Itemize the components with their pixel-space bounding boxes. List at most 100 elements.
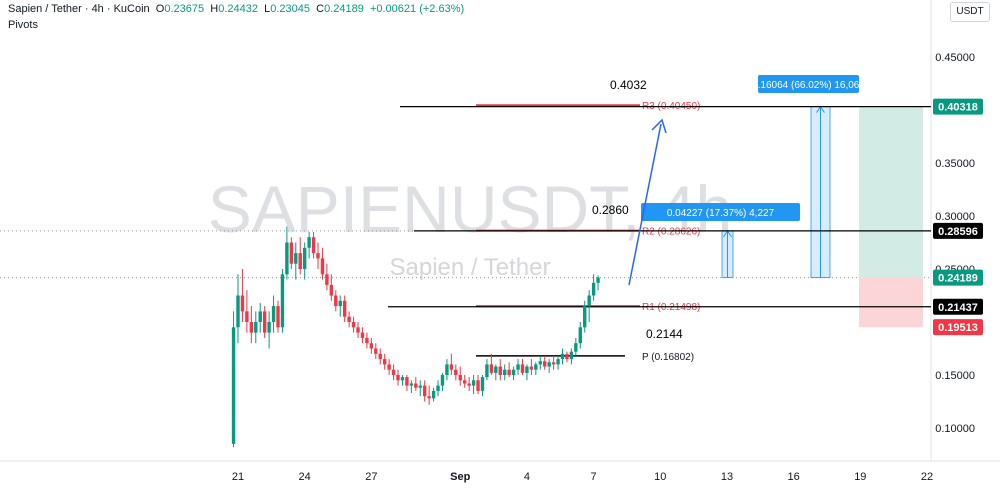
x-tick-label: 10 (654, 471, 666, 483)
level-label: 0.2860 (592, 203, 629, 217)
candle-body (302, 247, 307, 269)
candle-body (467, 383, 471, 386)
price-tag-box (933, 269, 983, 286)
candle-body (360, 332, 365, 338)
candle-body (320, 258, 325, 275)
y-tick-label: 0.35000 (935, 158, 975, 170)
candle-body (231, 327, 236, 444)
candle-body (280, 274, 285, 328)
y-tick-label: 0.30000 (935, 211, 975, 223)
candle-body (587, 295, 591, 307)
price-tag-label: 0.21437 (938, 302, 978, 314)
candle-body (534, 364, 538, 370)
candle-body (316, 253, 320, 259)
watermark-name: Sapien / Tether (389, 254, 550, 281)
x-tick-label: 24 (299, 471, 311, 483)
candle-body (422, 385, 427, 397)
candle-body (285, 242, 289, 275)
candle-body (431, 390, 436, 399)
measure-label: 0.16064 (66.02%) 16,064 (752, 80, 865, 91)
candle-body (458, 375, 462, 381)
candle-body (342, 300, 347, 317)
open-value: 0.23675 (164, 3, 205, 15)
candle-body (382, 359, 387, 365)
pivot-label: R2 (0.28626) (642, 227, 700, 238)
price-tag-label: 0.28596 (938, 226, 978, 238)
candle-body (476, 380, 480, 391)
symbol-title: Sapien / Tether · 4h · KuCoin (8, 3, 150, 15)
candle-body (583, 306, 587, 328)
high-value: 0.24432 (218, 3, 258, 15)
candle-body (489, 364, 494, 373)
y-tick-label: 0.15000 (935, 370, 975, 382)
candle-body (351, 322, 356, 328)
candle-body (356, 327, 360, 333)
candle-body (538, 361, 542, 365)
candle-body (338, 300, 342, 307)
y-tick-label: 0.10000 (935, 423, 975, 435)
candle-body (276, 306, 280, 328)
candle-body (418, 385, 422, 388)
candle-body (485, 364, 489, 378)
candle-body (374, 348, 378, 354)
close-label: C (316, 3, 325, 15)
x-tick-label: 16 (788, 471, 800, 483)
candle-body (569, 351, 574, 360)
candle-body (427, 396, 431, 399)
candle-body (511, 369, 516, 375)
candle-body (565, 353, 569, 360)
candle-body (387, 364, 391, 370)
candle-body (503, 369, 507, 375)
candle-body (409, 383, 414, 386)
candle-body (254, 322, 258, 333)
high-label: H (210, 3, 219, 15)
x-tick-label: 22 (921, 471, 933, 483)
price-tag-box (933, 298, 983, 315)
candle-body (529, 366, 534, 370)
price-tag-box (933, 222, 983, 239)
price-tag-label: 0.40318 (938, 102, 978, 114)
candle-body (267, 322, 271, 333)
candle-body (400, 377, 405, 381)
price-tag-label: 0.19513 (938, 322, 978, 334)
projection-arrow-line[interactable] (628, 123, 662, 286)
indicator-label[interactable]: Pivots (8, 19, 38, 31)
candle-body (249, 322, 254, 333)
loss-zone[interactable] (859, 277, 923, 328)
candle-body (289, 242, 294, 264)
pivot-label: R1 (0.21498) (642, 302, 700, 313)
candle-body (445, 364, 449, 375)
candle-body (298, 253, 302, 269)
candle-body (498, 366, 502, 375)
candle-body (262, 311, 267, 333)
currency-unit-button[interactable]: USDT (950, 2, 990, 22)
projection-arrow-head (651, 118, 667, 134)
candle-body (258, 311, 262, 322)
candle-body (480, 377, 485, 391)
candle-body (405, 377, 409, 386)
level-label: 0.4032 (610, 78, 647, 92)
candle-body (329, 284, 334, 296)
candle-body (547, 362, 551, 367)
open-label: O (155, 3, 165, 15)
symbol-header: Sapien / Tether · 4h · KuCoin O0.23675 H… (8, 3, 464, 15)
measure-label: 0.04227 (17.37%) 4,227 (667, 208, 775, 219)
close-value: 0.24189 (324, 3, 364, 15)
x-tick-label: 21 (232, 471, 244, 483)
candle-body (240, 295, 245, 312)
candle-body (391, 369, 396, 375)
profit-zone[interactable] (859, 106, 923, 278)
measure-label-box (641, 203, 800, 221)
x-tick-label: Sep (450, 471, 470, 483)
price-tag-box (933, 319, 983, 336)
x-tick-label: 7 (591, 471, 597, 483)
x-tick-label: 13 (721, 471, 733, 483)
candle-body (591, 282, 596, 296)
candle-body (463, 380, 467, 384)
candle-body (596, 277, 600, 283)
candle-body (551, 362, 556, 365)
candle-body (516, 364, 520, 370)
candle-body (520, 364, 525, 373)
candle-body (574, 343, 578, 352)
